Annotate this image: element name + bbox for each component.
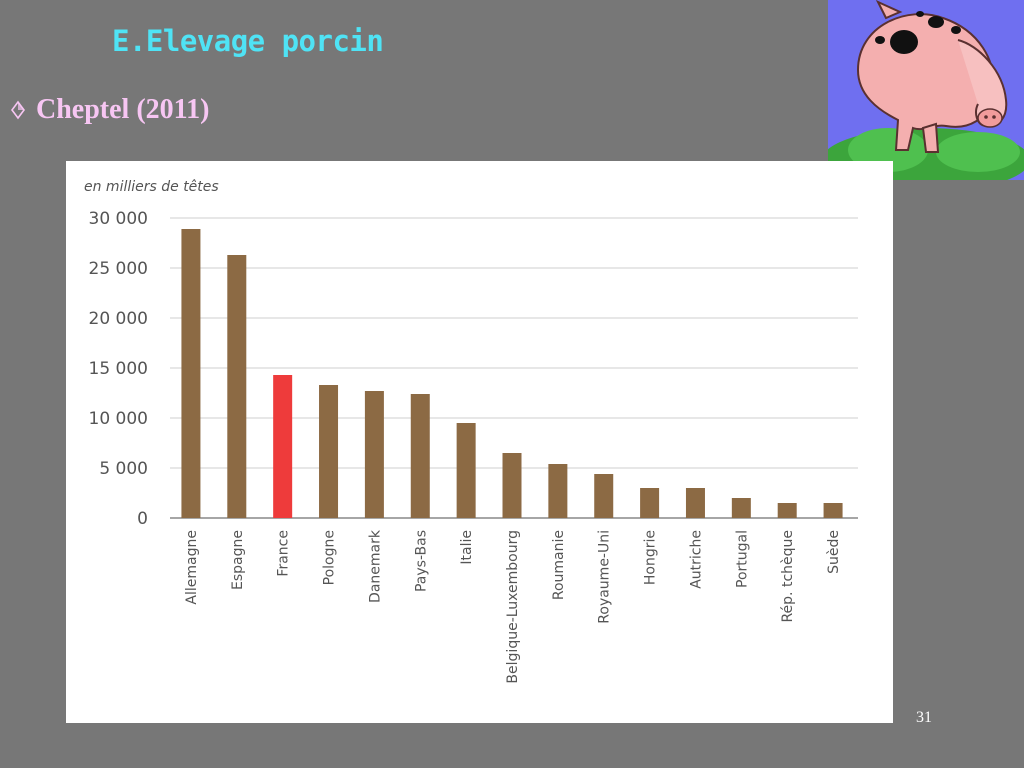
x-tick-label: Rép. tchèque xyxy=(780,530,796,623)
x-tick-label: France xyxy=(276,530,292,577)
y-tick-label: 25 000 xyxy=(89,259,148,279)
bar xyxy=(319,385,339,518)
x-tick-label: Hongrie xyxy=(643,530,659,585)
bar xyxy=(502,453,522,518)
bar xyxy=(731,498,751,518)
y-tick-label: 30 000 xyxy=(89,209,148,229)
x-tick-label: Suède xyxy=(826,530,842,574)
bullet-diamond-icon xyxy=(11,100,25,120)
slide-title: E.Elevage porcin xyxy=(112,24,384,58)
bar xyxy=(594,474,614,518)
bar-chart: en milliers de têtes 0 5 000 10 000 15 000 20… xyxy=(66,161,893,723)
bar xyxy=(181,229,201,518)
unit-label: en milliers de têtes xyxy=(84,179,219,195)
bullet-item: Cheptel (2011) xyxy=(10,94,209,126)
bar xyxy=(364,391,384,518)
x-tick-label: Portugal xyxy=(734,530,750,588)
y-tick-label: 20 000 xyxy=(89,309,148,329)
page-number: 31 xyxy=(916,709,932,726)
x-tick-label: Roumanie xyxy=(551,530,567,600)
bar xyxy=(273,375,293,518)
x-tick-label: Royaume-Uni xyxy=(597,530,613,624)
y-tick-label: 10 000 xyxy=(89,409,148,429)
bar xyxy=(823,503,843,518)
x-tick-label: Danemark xyxy=(367,529,383,603)
bar xyxy=(777,503,797,518)
bar xyxy=(548,464,568,518)
y-tick-label: 15 000 xyxy=(89,359,148,379)
bar xyxy=(640,488,660,518)
pig-icon xyxy=(828,0,1024,180)
x-tick-label: Pays-Bas xyxy=(413,530,429,592)
y-tick-label: 0 xyxy=(137,509,148,529)
y-tick-label: 5 000 xyxy=(99,459,148,479)
bullet-text: Cheptel (2011) xyxy=(36,94,210,125)
chart-svg: en milliers de têtes 0 5 000 10 000 15 000 20… xyxy=(84,179,858,684)
bar xyxy=(456,423,476,518)
x-tick-label: Pologne xyxy=(322,530,338,585)
x-tick-label: Espagne xyxy=(230,530,246,590)
bar xyxy=(227,255,247,518)
x-tick-label: Autriche xyxy=(688,530,704,589)
x-tick-label: Italie xyxy=(459,530,475,565)
bar xyxy=(410,394,430,518)
x-tick-label: Allemagne xyxy=(184,530,200,605)
bar xyxy=(685,488,705,518)
x-tick-label: Belgique-Luxembourg xyxy=(505,530,521,684)
